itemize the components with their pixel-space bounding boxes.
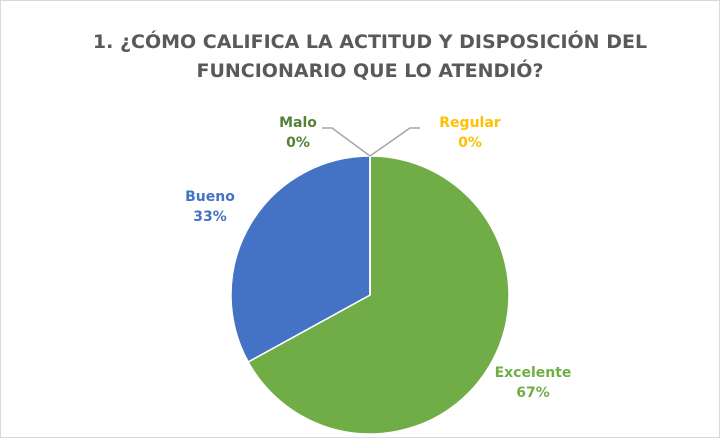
pie-slice <box>230 155 371 363</box>
slice-label-name: Malo <box>279 115 317 131</box>
slice-label-name: Regular <box>439 115 501 131</box>
slice-label-value: 0% <box>458 135 482 151</box>
chart-title: 1. ¿CÓMO CALIFICA LA ACTITUD Y DISPOSICI… <box>92 31 648 82</box>
leader-line <box>322 127 371 157</box>
slice-label-name: Bueno <box>185 189 235 205</box>
leader-line <box>369 127 420 157</box>
slice-label-value: 67% <box>516 385 550 401</box>
pie-slice <box>247 155 510 435</box>
slice-label-name: Excelente <box>495 365 572 381</box>
slice-label-value: 0% <box>286 135 310 151</box>
slice-label-value: 33% <box>193 209 227 225</box>
